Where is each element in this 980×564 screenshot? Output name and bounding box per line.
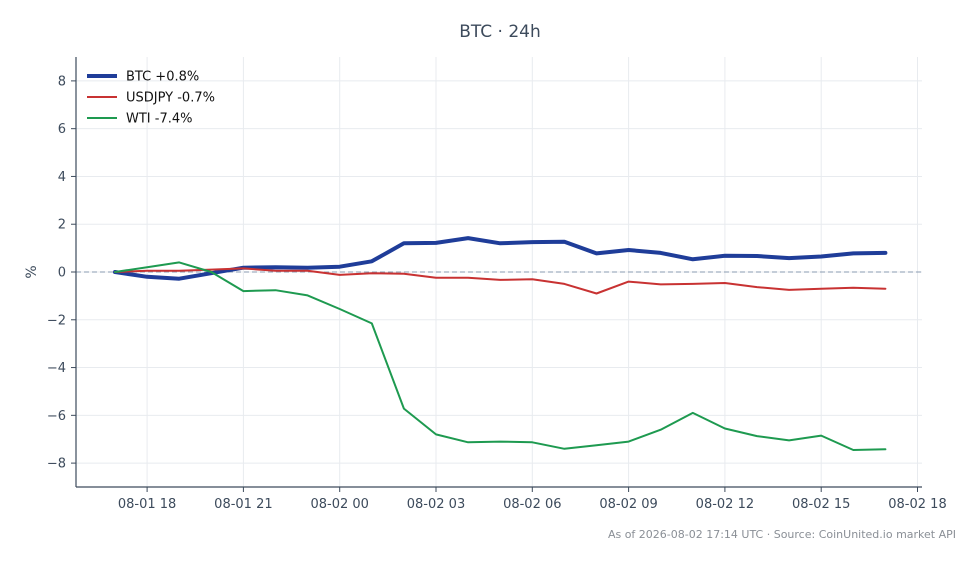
- legend-label: BTC +0.8%: [126, 70, 199, 85]
- series-line-btc: [113, 236, 888, 281]
- y-tick-label: −8: [47, 457, 66, 472]
- series-line-usdjpy: [114, 267, 887, 295]
- y-tick-label: 0: [58, 266, 66, 281]
- series-lines: [113, 236, 888, 451]
- x-tick-label: 08-01 21: [214, 497, 272, 512]
- x-tick-label: 08-01 18: [118, 497, 176, 512]
- legend: BTC +0.8% USDJPY -0.7% WTI -7.4%: [87, 70, 215, 127]
- y-tick-label: 2: [58, 218, 66, 233]
- legend-label: WTI -7.4%: [126, 112, 192, 127]
- y-tick-label: 4: [58, 170, 66, 185]
- y-tick-label: −4: [47, 361, 66, 376]
- x-tick-label: 08-02 03: [407, 497, 465, 512]
- axes: 8 6 4 2 0 −2 −4 −6 −8 08-01 18 08-01 21 08-02 00 08-…: [47, 57, 947, 512]
- x-tick-label: 08-02 09: [599, 497, 657, 512]
- x-tick-label: 08-02 18: [888, 497, 946, 512]
- y-tick-label: 6: [58, 122, 66, 137]
- series-line-wti: [114, 261, 887, 451]
- x-tick-label: 08-02 12: [696, 497, 754, 512]
- grid: [76, 57, 922, 487]
- chart-title: BTC · 24h: [459, 22, 541, 42]
- y-tick-label: −6: [47, 409, 66, 424]
- y-tick-label: 8: [58, 74, 66, 89]
- y-axis-label: %: [24, 265, 40, 278]
- legend-label: USDJPY -0.7%: [126, 91, 215, 106]
- x-tick-label: 08-02 15: [792, 497, 850, 512]
- y-tick-label: −2: [47, 313, 66, 328]
- x-tick-label: 08-02 06: [503, 497, 561, 512]
- x-tick-label: 08-02 00: [310, 497, 368, 512]
- footer-source-note: As of 2026-08-02 17:14 UTC · Source: Coi…: [608, 528, 956, 541]
